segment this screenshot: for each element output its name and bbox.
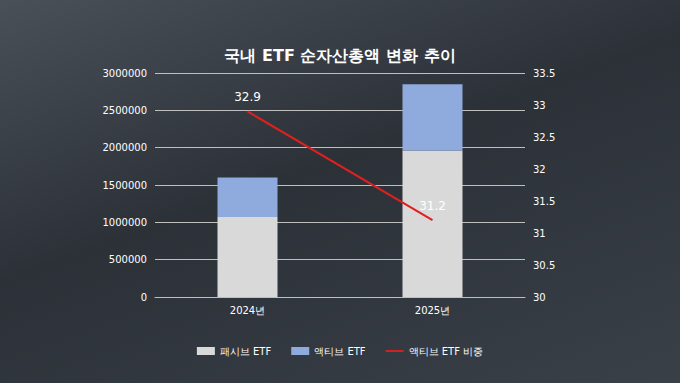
svg-text:31.5: 31.5 [533,196,555,207]
svg-text:2024년: 2024년 [230,305,265,316]
svg-text:30: 30 [533,292,546,303]
svg-text:1000000: 1000000 [102,217,147,228]
svg-text:32.9: 32.9 [234,90,261,104]
svg-text:2500000: 2500000 [102,105,147,116]
svg-text:31.2: 31.2 [419,199,446,213]
svg-text:3000000: 3000000 [102,68,147,79]
svg-text:국내 ETF 순자산총액 변화 추이: 국내 ETF 순자산총액 변화 추이 [224,46,455,65]
svg-text:31: 31 [533,228,546,239]
svg-text:1500000: 1500000 [102,180,147,191]
svg-text:33: 33 [533,100,546,111]
svg-text:32: 32 [533,164,546,175]
svg-text:33.5: 33.5 [533,68,555,79]
svg-text:액티브 ETF: 액티브 ETF [314,346,366,357]
svg-text:2025년: 2025년 [415,305,450,316]
svg-text:액티브 ETF 비중: 액티브 ETF 비중 [409,346,484,357]
svg-text:패시브 ETF: 패시브 ETF [220,346,272,357]
svg-text:30.5: 30.5 [533,260,555,271]
svg-text:500000: 500000 [109,254,147,265]
svg-text:2000000: 2000000 [102,142,147,153]
svg-text:0: 0 [141,292,147,303]
svg-text:32.5: 32.5 [533,132,555,143]
